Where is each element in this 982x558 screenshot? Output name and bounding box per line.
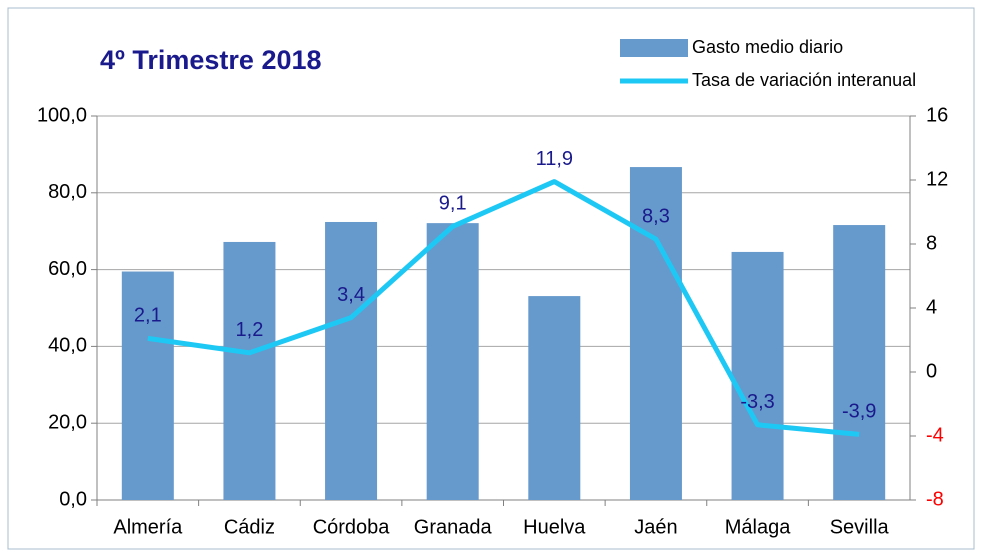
x-tick-label: Granada <box>414 516 493 538</box>
bar <box>223 241 276 500</box>
data-label: -3,3 <box>740 391 774 413</box>
line <box>147 179 860 437</box>
y2-tick-label: 12 <box>926 168 948 190</box>
y2-tick-label: 16 <box>926 104 948 126</box>
legend-swatch <box>620 39 688 57</box>
data-label: 2,1 <box>134 305 162 327</box>
legend-label: Gasto medio diario <box>692 37 843 57</box>
y2-tick-label: -4 <box>926 424 944 446</box>
y2-tick-label: -8 <box>926 488 944 510</box>
chart-title: 4º Trimestre 2018 <box>100 45 322 75</box>
bar <box>528 296 581 500</box>
y-tick-label: 20,0 <box>48 411 87 433</box>
x-tick-label: Córdoba <box>313 516 391 538</box>
x-tick-label: Almería <box>113 516 183 538</box>
y-tick-label: 100,0 <box>37 104 87 126</box>
bar <box>731 251 784 500</box>
y-tick-label: 40,0 <box>48 335 87 357</box>
x-tick-label: Málaga <box>725 516 791 538</box>
data-label: 9,1 <box>439 193 467 215</box>
y-tick-label: 80,0 <box>48 181 87 203</box>
data-label: -3,9 <box>842 401 876 423</box>
y2-tick-label: 4 <box>926 296 937 318</box>
bar <box>833 225 886 500</box>
y2-tick-label: 8 <box>926 232 937 254</box>
data-label: 11,9 <box>536 148 573 170</box>
bar <box>121 271 174 500</box>
x-tick-label: Jaén <box>634 516 677 538</box>
legend-label: Tasa de variación interanual <box>692 70 916 90</box>
x-tick-label: Sevilla <box>830 516 890 538</box>
y-tick-label: 0,0 <box>59 488 87 510</box>
data-label: 1,2 <box>236 319 264 341</box>
data-label: 3,4 <box>337 284 365 306</box>
bar <box>629 167 682 500</box>
y2-tick-label: 0 <box>926 360 937 382</box>
bar <box>325 221 378 500</box>
x-tick-label: Cádiz <box>224 516 275 538</box>
bar <box>426 223 479 501</box>
x-tick-label: Huelva <box>523 516 586 538</box>
data-label: 8,3 <box>642 205 670 227</box>
y-tick-label: 60,0 <box>48 258 87 280</box>
